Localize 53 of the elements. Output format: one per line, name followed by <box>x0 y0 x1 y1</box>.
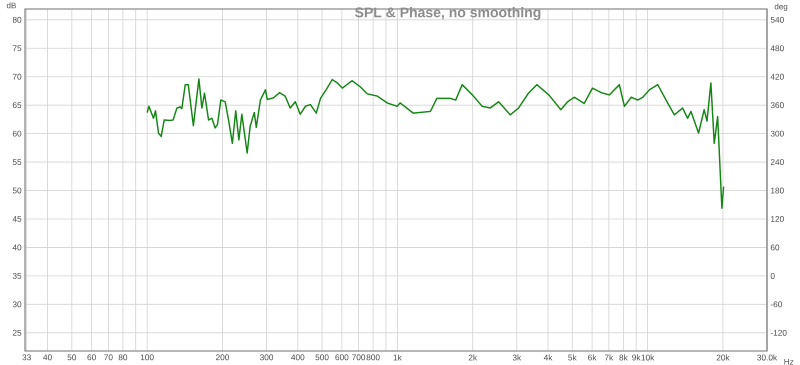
x-tick-label: 60 <box>87 354 96 360</box>
x-tick-label: 700 <box>352 354 366 360</box>
x-tick-label: 600 <box>335 354 348 360</box>
y-tick-label: 25 <box>12 330 22 336</box>
y-tick-label: 55 <box>12 159 22 165</box>
y2-axis-title: deg <box>774 3 788 11</box>
y2-tick-label: 0 <box>770 272 775 279</box>
y2-tick-label: 60 <box>770 244 780 250</box>
x-tick-label: 3k <box>512 354 522 360</box>
x-tick-label: 7k <box>604 354 614 360</box>
y2-tick-label: -60 <box>770 301 782 308</box>
x-tick-label: 4k <box>544 354 552 360</box>
x-tick-label: 80 <box>118 354 128 360</box>
y2-tick-label: 180 <box>771 188 784 194</box>
x-tick-label: 5k <box>568 354 577 360</box>
y-tick-label: 65 <box>12 102 22 108</box>
y-tick-label: 60 <box>12 130 22 137</box>
x-tick-label: 6k <box>588 354 596 360</box>
y-tick-label: 35 <box>12 272 22 279</box>
x-tick-label: 50 <box>68 354 76 360</box>
y2-tick-label: 360 <box>770 102 784 108</box>
x-tick-label: 400 <box>291 354 304 360</box>
y-tick-label: 70 <box>12 74 22 80</box>
x-tick-label: 30.0k <box>757 354 778 360</box>
x-tick-label: 800 <box>366 354 380 360</box>
y-tick-label: 45 <box>12 216 22 222</box>
y-tick-label: 80 <box>12 16 22 23</box>
y2-tick-label: 120 <box>771 216 784 222</box>
x-tick-label: 70 <box>104 354 113 360</box>
y2-tick-label: 420 <box>770 74 784 80</box>
x-tick-label: 1k <box>394 354 402 360</box>
y-tick-label: 40 <box>12 244 22 250</box>
x-tick-label: 40 <box>43 354 52 360</box>
x-tick-label: 33 <box>22 354 31 360</box>
x-tick-label: 20k <box>716 354 730 360</box>
x-tick-label: 300 <box>260 354 274 360</box>
x-tick-label: 9k <box>632 354 641 360</box>
y-tick-label: 75 <box>12 45 22 52</box>
x-tick-label: 200 <box>216 354 230 360</box>
x-tick-label: 500 <box>315 354 329 360</box>
y-tick-label: 30 <box>12 301 22 308</box>
y2-tick-label: 300 <box>770 130 784 137</box>
y2-tick-label: 540 <box>770 16 784 23</box>
x-tick-label: 8k <box>619 354 628 360</box>
y2-tick-label: -120 <box>770 330 787 336</box>
x-tick-label: 2k <box>468 354 478 360</box>
x-axis-title: Hz <box>784 358 794 365</box>
y-axis-title: dB <box>6 2 16 8</box>
y2-tick-label: 240 <box>770 159 784 166</box>
x-tick-label: 10k <box>642 354 654 360</box>
y-tick-label: 50 <box>12 188 22 194</box>
x-tick-label: 100 <box>140 354 154 360</box>
y2-tick-label: 480 <box>770 45 784 52</box>
